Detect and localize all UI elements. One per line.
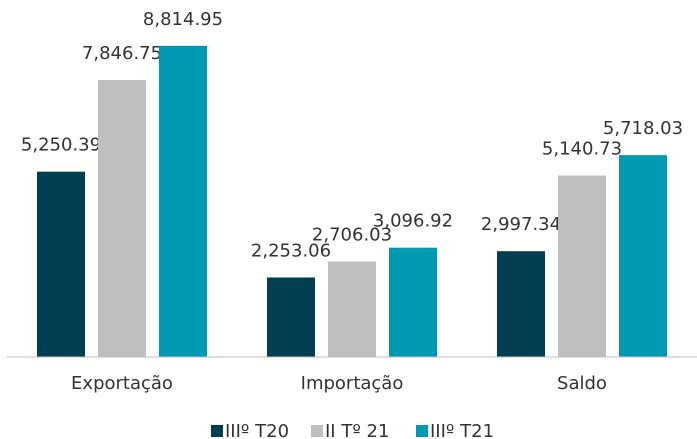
bar xyxy=(619,155,667,357)
data-label: 8,814.95 xyxy=(143,9,223,30)
data-label: 5,718.03 xyxy=(603,118,683,139)
legend-swatch xyxy=(416,425,428,437)
legend-label: IIIº T21 xyxy=(430,421,494,439)
legend-label: IIIº T20 xyxy=(225,421,289,439)
data-label: 2,997.34 xyxy=(481,214,561,235)
bar xyxy=(497,251,545,357)
x-tick-label: Saldo xyxy=(557,373,607,394)
data-label: 5,250.39 xyxy=(21,135,101,156)
bar xyxy=(37,171,85,357)
x-tick-label: Importação xyxy=(301,373,404,394)
legend-swatch xyxy=(211,425,223,437)
data-label: 5,140.73 xyxy=(542,139,622,160)
bar xyxy=(159,45,207,357)
legend-swatch xyxy=(311,425,323,437)
bar xyxy=(328,261,376,357)
x-tick-label: Exportação xyxy=(71,373,173,394)
data-label: 7,846.75 xyxy=(82,43,162,64)
data-label: 3,096.92 xyxy=(373,211,453,232)
legend-label: II Tº 21 xyxy=(325,421,389,439)
bar xyxy=(389,247,437,357)
data-label: 2,253.06 xyxy=(251,240,331,261)
bar xyxy=(267,277,315,357)
bar xyxy=(558,175,606,357)
bar xyxy=(98,80,146,357)
data-label: 2,706.03 xyxy=(312,224,392,245)
